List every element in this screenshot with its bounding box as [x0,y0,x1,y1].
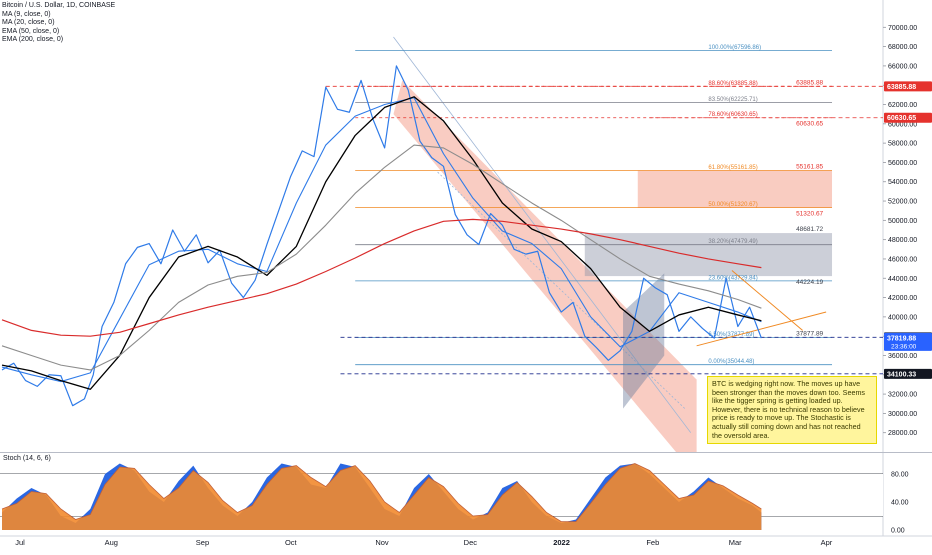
fib-label-1: 88.60%(63885.88) [708,81,757,87]
y-tick-label-5: 60000.00 [888,121,917,128]
y-tick-label-11: 48000.00 [888,237,917,244]
stoch-y-tick-1: 40.00 [891,500,909,507]
legend-ema50: EMA (50, close, 0) [2,27,60,35]
zone-label-0: 63885.88 [796,79,823,86]
price-badge-sub-3: 23:36:00 [891,343,917,350]
zone-label-5: 44224.19 [796,279,823,286]
stoch-y-tick-2: 0.00 [891,528,905,535]
legend-title: Bitcoin / U.S. Dollar, 1D, COINBASE [2,2,116,9]
zone-label-1: 60630.65 [796,121,823,128]
zone-label-6: 37877.89 [796,330,823,337]
y-tick-label-15: 40000.00 [888,314,917,321]
fib-label-8: 6.50%(37877.89) [708,332,754,338]
x-tick-label-6: 2022 [553,538,570,547]
price-badge-text-0: 63885.88 [887,84,916,91]
x-tick-label-2: Sep [196,538,209,547]
y-tick-label-21: 28000.00 [888,430,917,437]
y-tick-label-20: 30000.00 [888,411,917,418]
price-badge-3 [884,332,932,351]
ema50-line [1,144,762,371]
y-tick-label-17: 36000.00 [888,353,917,360]
price-line [1,65,762,407]
legend-ma9: MA (9, close, 0) [2,10,51,18]
zone-label-2: 55161.85 [796,164,823,171]
y-tick-label-1: 68000.00 [888,44,917,51]
legend: Bitcoin / U.S. Dollar, 1D, COINBASE MA (… [2,2,115,45]
x-tick-label-1: Aug [105,538,118,547]
x-tick-label-3: Oct [285,538,298,547]
x-tick-label-8: Mar [729,538,742,547]
wedge-lower [696,311,827,347]
ema200-line [1,218,762,337]
y-tick-label-13: 44000.00 [888,276,917,283]
y-tick-label-4: 62000.00 [888,102,917,109]
stoch-d-area [2,463,762,530]
y-tick-label-9: 52000.00 [888,199,917,206]
stoch-y-tick-0: 80.00 [891,472,909,479]
x-tick-label-9: Apr [821,538,833,547]
ma9-line [1,97,762,383]
channel-mid-line [437,171,686,409]
price-badge-text-1: 60630.65 [887,115,916,122]
legend-ma20: MA (20, close, 0) [2,19,55,26]
y-tick-label-2: 66000.00 [888,63,917,70]
y-tick-label-6: 58000.00 [888,141,917,148]
fib-label-3: 78.60%(60630.65) [708,112,757,118]
gray-zone-box [584,233,833,277]
y-tick-label-0: 70000.00 [888,25,917,32]
ma20-line [1,96,762,390]
y-tick-label-14: 42000.00 [888,295,917,302]
red-zone-box [637,170,833,208]
price-badge-text-3: 37819.88 [887,335,916,342]
fib-label-5: 50.00%(51320.67) [708,202,757,208]
price-badge-text-4: 34100.33 [887,371,916,378]
price-badge-0 [884,81,932,92]
x-tick-label-5: Dec [464,538,478,547]
fib-label-4: 61.80%(55161.85) [708,165,757,171]
annotation-note[interactable]: BTC is wedging right now. The moves up h… [707,376,877,445]
zone-label-3: 51320.67 [796,211,823,218]
x-tick-label-0: Jul [15,538,25,547]
price-badge-1 [884,112,932,123]
fib-label-9: 0.00%(35044.48) [708,359,754,365]
y-tick-label-19: 32000.00 [888,392,917,399]
price-badge-4 [884,368,932,379]
x-tick-label-4: Nov [375,538,389,547]
descending-channel-fill [393,80,697,453]
zone-label-4: 48681.72 [796,226,823,233]
y-tick-label-8: 54000.00 [888,179,917,186]
stoch-d-line [1,463,762,522]
projection-box [623,273,665,409]
legend-ema200: EMA (200, close, 0) [2,36,64,43]
y-tick-label-7: 56000.00 [888,160,917,167]
x-tick-label-7: Feb [646,538,659,547]
fib-label-2: 83.50%(62225.71) [708,97,757,103]
stoch-label: Stoch (14, 6, 6) [3,455,51,462]
wedge-upper [731,270,803,331]
fib-label-7: 23.60%(43729.84) [708,275,757,281]
fib-label-6: 38.20%(47479.49) [708,239,757,245]
y-tick-label-12: 46000.00 [888,256,917,263]
y-tick-label-10: 50000.00 [888,218,917,225]
fib-label-0: 100.00%(67596.86) [708,45,761,51]
